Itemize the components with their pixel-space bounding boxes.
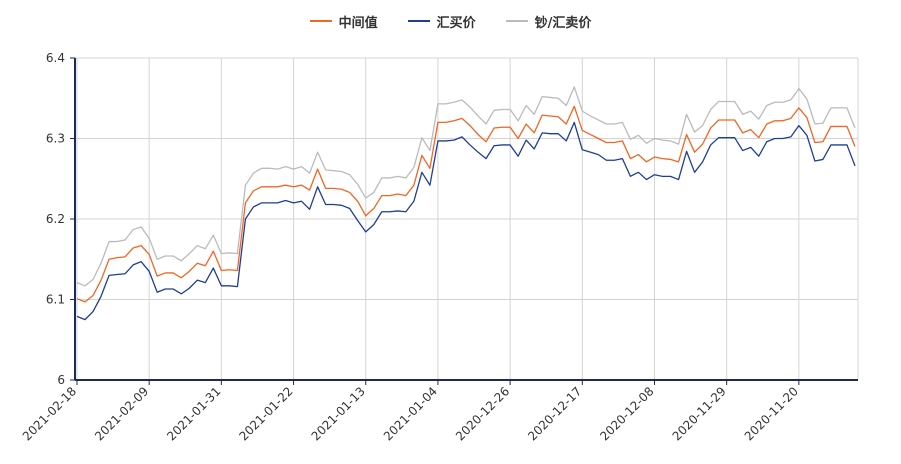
y-tick-label: 6.2	[46, 212, 65, 226]
legend-item-mid[interactable]: 中间值	[309, 12, 378, 31]
y-tick-label: 6	[57, 373, 65, 387]
series-line-mid	[76, 105, 856, 303]
legend-label-buy: 汇买价	[436, 15, 476, 31]
x-tick-label: 2021-02-18	[20, 384, 79, 443]
x-tick-label: 2021-02-09	[92, 384, 151, 443]
x-tick-label: 2021-01-31	[164, 384, 223, 443]
legend-item-buy[interactable]: 汇买价	[407, 12, 476, 31]
x-tick-label: 2020-12-26	[453, 384, 512, 443]
legend-line-buy	[407, 20, 430, 22]
x-tick-label: 2020-12-17	[525, 384, 584, 443]
x-tick-label: 2020-11-29	[670, 384, 729, 443]
series-layer	[76, 86, 856, 321]
legend-label-mid: 中间值	[338, 15, 378, 31]
x-tick-label: 2021-01-13	[309, 384, 368, 443]
x-tick-label: 2021-01-22	[236, 384, 295, 443]
y-tick-label: 6.4	[46, 51, 65, 65]
legend-label-sell: 钞/汇卖价	[534, 15, 592, 31]
legend-item-sell[interactable]: 钞/汇卖价	[505, 12, 592, 31]
x-tick-label: 2021-01-04	[381, 384, 440, 443]
legend-line-sell	[505, 20, 528, 22]
chart-legend: 中间值 汇买价 钞/汇卖价	[0, 8, 901, 34]
y-tick-label: 6.1	[46, 293, 65, 307]
series-line-sell	[76, 86, 856, 287]
axis-layer	[70, 57, 858, 385]
y-tick-label: 6.3	[46, 132, 65, 146]
x-tick-label: 2020-12-08	[597, 384, 656, 443]
series-line-buy	[76, 121, 856, 321]
x-tick-label: 2020-11-20	[742, 384, 801, 443]
legend-line-mid	[309, 20, 332, 22]
grid-layer	[75, 57, 859, 380]
